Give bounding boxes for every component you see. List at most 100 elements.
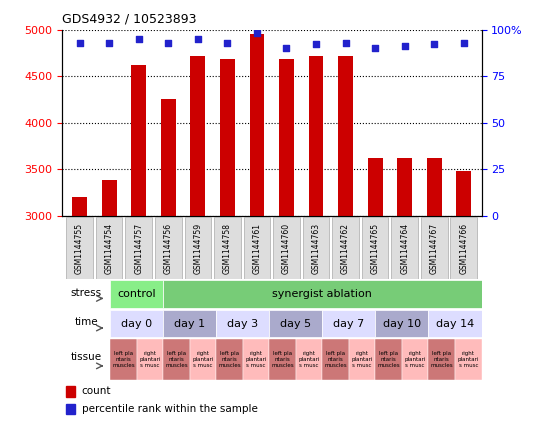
Text: right
plantari
s musc: right plantari s musc xyxy=(405,351,426,368)
Point xyxy=(430,41,438,48)
FancyBboxPatch shape xyxy=(190,339,216,380)
FancyBboxPatch shape xyxy=(421,217,448,279)
FancyBboxPatch shape xyxy=(455,339,482,380)
Bar xyxy=(190,56,205,423)
Text: GSM1144754: GSM1144754 xyxy=(105,222,114,274)
Text: GSM1144760: GSM1144760 xyxy=(282,222,291,274)
Bar xyxy=(72,197,87,423)
Text: right
plantari
s musc: right plantari s musc xyxy=(245,351,267,368)
FancyBboxPatch shape xyxy=(303,217,329,279)
Bar xyxy=(456,171,471,423)
FancyBboxPatch shape xyxy=(110,280,164,308)
FancyBboxPatch shape xyxy=(270,310,322,337)
Text: left pla
ntaris
muscles: left pla ntaris muscles xyxy=(112,351,135,368)
Bar xyxy=(131,65,146,423)
Text: GSM1144767: GSM1144767 xyxy=(430,222,438,274)
Text: right
plantari
s musc: right plantari s musc xyxy=(457,351,479,368)
Text: left pla
ntaris
muscles: left pla ntaris muscles xyxy=(218,351,241,368)
Text: GSM1144759: GSM1144759 xyxy=(193,222,202,274)
FancyBboxPatch shape xyxy=(214,217,240,279)
Point xyxy=(194,36,202,42)
Text: day 7: day 7 xyxy=(334,319,365,329)
FancyBboxPatch shape xyxy=(216,310,270,337)
Text: left pla
ntaris
muscles: left pla ntaris muscles xyxy=(324,351,347,368)
FancyBboxPatch shape xyxy=(322,339,349,380)
FancyBboxPatch shape xyxy=(322,310,376,337)
Bar xyxy=(397,158,412,423)
Text: GDS4932 / 10523893: GDS4932 / 10523893 xyxy=(62,12,196,25)
Bar xyxy=(309,56,323,423)
Text: GSM1144764: GSM1144764 xyxy=(400,222,409,274)
FancyBboxPatch shape xyxy=(332,217,359,279)
Text: GSM1144756: GSM1144756 xyxy=(164,222,173,274)
Point xyxy=(282,45,291,52)
Text: tissue: tissue xyxy=(70,352,102,363)
FancyBboxPatch shape xyxy=(450,217,477,279)
Text: GSM1144761: GSM1144761 xyxy=(252,222,261,274)
Text: right
plantari
s musc: right plantari s musc xyxy=(351,351,373,368)
FancyBboxPatch shape xyxy=(164,280,482,308)
FancyBboxPatch shape xyxy=(349,339,376,380)
FancyBboxPatch shape xyxy=(216,339,243,380)
FancyBboxPatch shape xyxy=(96,217,123,279)
Text: percentile rank within the sample: percentile rank within the sample xyxy=(82,404,258,414)
Point xyxy=(312,41,320,48)
FancyBboxPatch shape xyxy=(402,339,428,380)
FancyBboxPatch shape xyxy=(273,217,300,279)
FancyBboxPatch shape xyxy=(376,310,428,337)
FancyBboxPatch shape xyxy=(125,217,152,279)
FancyBboxPatch shape xyxy=(428,310,482,337)
Point xyxy=(253,30,261,37)
Point xyxy=(341,39,350,46)
Text: right
plantari
s musc: right plantari s musc xyxy=(299,351,320,368)
FancyBboxPatch shape xyxy=(110,310,164,337)
Text: count: count xyxy=(82,386,111,396)
Text: day 3: day 3 xyxy=(228,319,258,329)
Text: GSM1144765: GSM1144765 xyxy=(371,222,380,274)
FancyBboxPatch shape xyxy=(244,217,270,279)
Text: day 1: day 1 xyxy=(174,319,206,329)
Text: stress: stress xyxy=(70,288,102,297)
Text: control: control xyxy=(117,289,156,299)
Text: GSM1144766: GSM1144766 xyxy=(459,222,468,274)
FancyBboxPatch shape xyxy=(164,310,216,337)
Text: left pla
ntaris
muscles: left pla ntaris muscles xyxy=(430,351,453,368)
Bar xyxy=(220,59,235,423)
Text: GSM1144763: GSM1144763 xyxy=(312,222,321,274)
Text: day 14: day 14 xyxy=(436,319,474,329)
Point xyxy=(371,45,379,52)
Text: left pla
ntaris
muscles: left pla ntaris muscles xyxy=(377,351,400,368)
Point xyxy=(400,43,409,50)
Bar xyxy=(102,180,117,423)
FancyBboxPatch shape xyxy=(66,217,93,279)
FancyBboxPatch shape xyxy=(185,217,211,279)
Bar xyxy=(338,56,353,423)
FancyBboxPatch shape xyxy=(391,217,418,279)
Text: synergist ablation: synergist ablation xyxy=(272,289,372,299)
Text: GSM1144755: GSM1144755 xyxy=(75,222,84,274)
Bar xyxy=(161,99,175,423)
Text: GSM1144762: GSM1144762 xyxy=(341,222,350,274)
Text: day 0: day 0 xyxy=(121,319,152,329)
Text: right
plantari
s musc: right plantari s musc xyxy=(193,351,214,368)
Bar xyxy=(368,158,383,423)
FancyBboxPatch shape xyxy=(270,339,296,380)
Text: left pla
ntaris
muscles: left pla ntaris muscles xyxy=(165,351,188,368)
FancyBboxPatch shape xyxy=(362,217,388,279)
Text: GSM1144758: GSM1144758 xyxy=(223,222,232,274)
Text: time: time xyxy=(74,317,98,327)
FancyBboxPatch shape xyxy=(296,339,322,380)
Bar xyxy=(279,59,294,423)
Bar xyxy=(66,404,75,414)
Point xyxy=(105,39,114,46)
Text: right
plantari
s musc: right plantari s musc xyxy=(139,351,161,368)
Bar xyxy=(427,158,442,423)
FancyBboxPatch shape xyxy=(243,339,270,380)
Text: GSM1144757: GSM1144757 xyxy=(134,222,143,274)
Point xyxy=(459,39,468,46)
Point xyxy=(164,39,173,46)
Text: day 5: day 5 xyxy=(280,319,312,329)
FancyBboxPatch shape xyxy=(376,339,402,380)
Bar xyxy=(66,386,75,397)
Text: left pla
ntaris
muscles: left pla ntaris muscles xyxy=(271,351,294,368)
